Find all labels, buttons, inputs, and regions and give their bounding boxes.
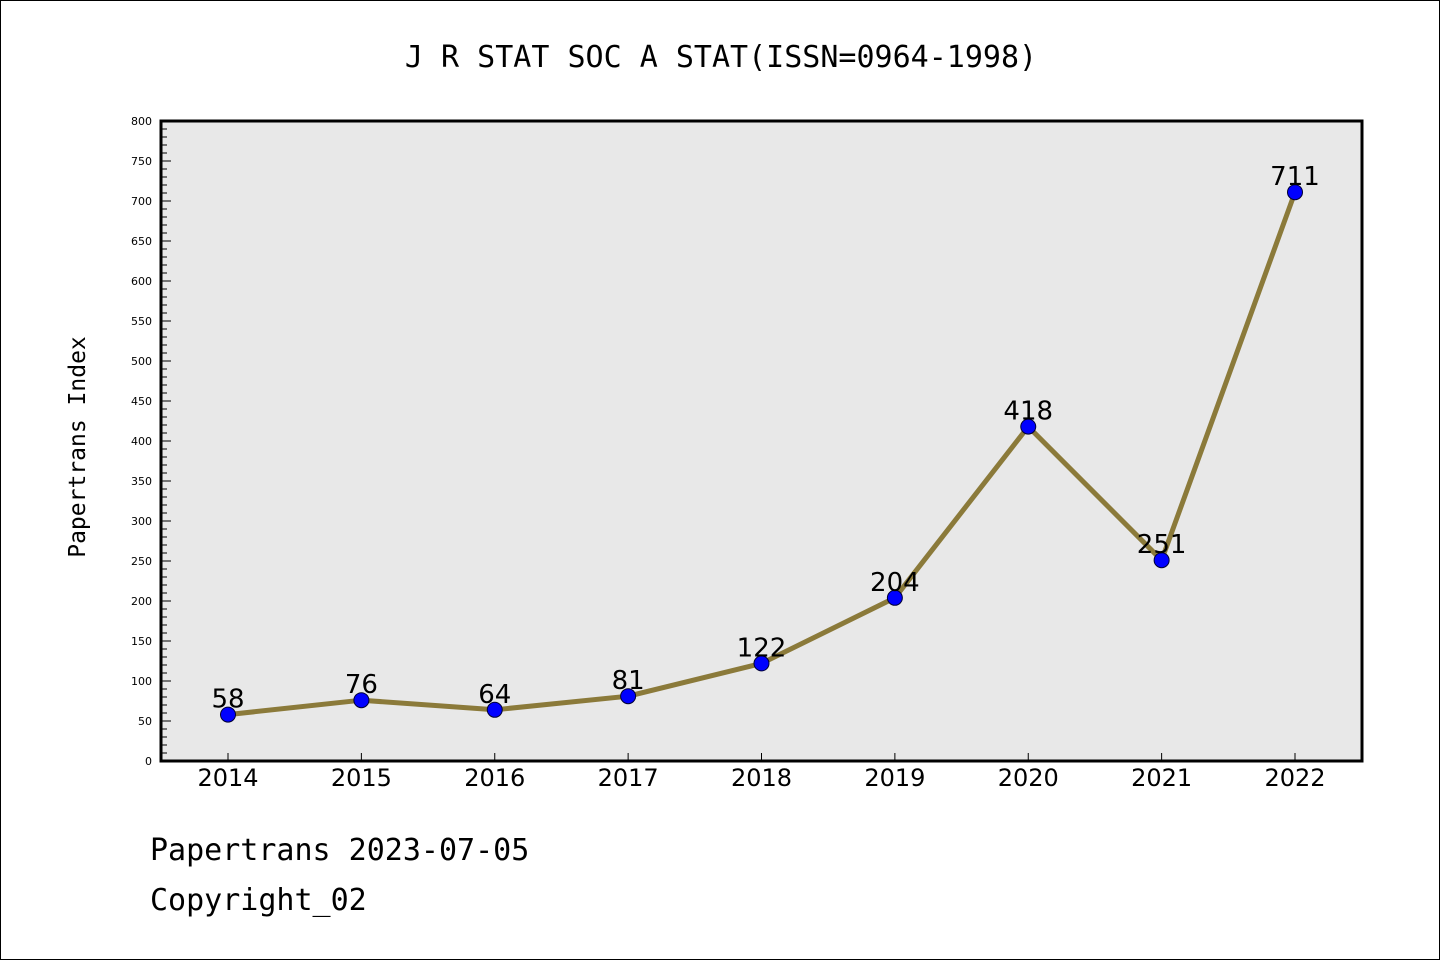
- y-tick-label: 350: [131, 475, 152, 488]
- data-point: [220, 706, 236, 723]
- chart-title: J R STAT SOC A STAT(ISSN=0964-1998): [405, 40, 1037, 75]
- y-axis-label: Papertrans Index: [65, 336, 91, 558]
- y-tick-label: 450: [131, 395, 152, 408]
- data-point: [886, 589, 903, 606]
- data-label: 76: [345, 670, 378, 700]
- data-point: [1153, 552, 1170, 569]
- y-tick-label: 500: [131, 355, 152, 368]
- data-label: 64: [478, 680, 511, 710]
- data-label: 204: [870, 568, 920, 598]
- x-tick-label: 2014: [197, 764, 258, 792]
- x-tick-label: 2016: [464, 764, 525, 792]
- y-tick-label: 300: [131, 515, 152, 528]
- data-label: 711: [1270, 162, 1320, 192]
- x-tick-label: 2020: [998, 764, 1059, 792]
- y-tick-label: 750: [131, 155, 152, 168]
- y-tick-label: 50: [138, 715, 152, 728]
- y-tick-label: 800: [131, 115, 152, 128]
- data-label: 122: [737, 633, 787, 663]
- data-label: 418: [1003, 397, 1053, 427]
- data-point: [620, 688, 637, 705]
- x-tick-label: 2018: [731, 764, 792, 792]
- plot-border: [159, 119, 1364, 763]
- x-tick-label: 2022: [1264, 764, 1325, 792]
- footer-date: Papertrans 2023-07-05: [150, 833, 530, 868]
- x-tick-label: 2021: [1131, 764, 1192, 792]
- y-tick-label: 600: [131, 275, 152, 288]
- data-points: [220, 184, 1303, 723]
- data-point: [1020, 418, 1037, 435]
- data-label: 58: [211, 685, 244, 715]
- y-tick-label: 700: [131, 195, 152, 208]
- data-labels: 58 76 64 81 122 204 418 251 711: [211, 162, 1319, 714]
- data-label: 251: [1137, 530, 1187, 560]
- y-tick-label: 200: [131, 595, 152, 608]
- x-tick-label: 2017: [598, 764, 659, 792]
- data-point: [753, 655, 770, 672]
- data-point: [486, 701, 503, 718]
- x-tick-label: 2019: [864, 764, 925, 792]
- data-point: [353, 692, 370, 709]
- footer-copyright: Copyright_02: [150, 883, 367, 918]
- y-tick-label: 100: [131, 675, 152, 688]
- y-tick-label: 400: [131, 435, 152, 448]
- y-tick-label: 650: [131, 235, 152, 248]
- data-label: 81: [612, 666, 645, 696]
- y-tick-label: 250: [131, 555, 152, 568]
- plot-area: [161, 121, 1362, 761]
- y-tick-label: 550: [131, 315, 152, 328]
- data-point: [1287, 184, 1303, 201]
- x-axis-ticks: 2014 2015 2016 2017 2018 2019 2020 2021 2022: [197, 753, 1326, 792]
- y-tick-label: 0: [145, 755, 152, 768]
- y-axis-ticks: 0 50 100 150 200 250 300 350 400 450 500 550 600 650 7…: [131, 115, 171, 768]
- y-tick-label: 150: [131, 635, 152, 648]
- x-tick-label: 2015: [331, 764, 392, 792]
